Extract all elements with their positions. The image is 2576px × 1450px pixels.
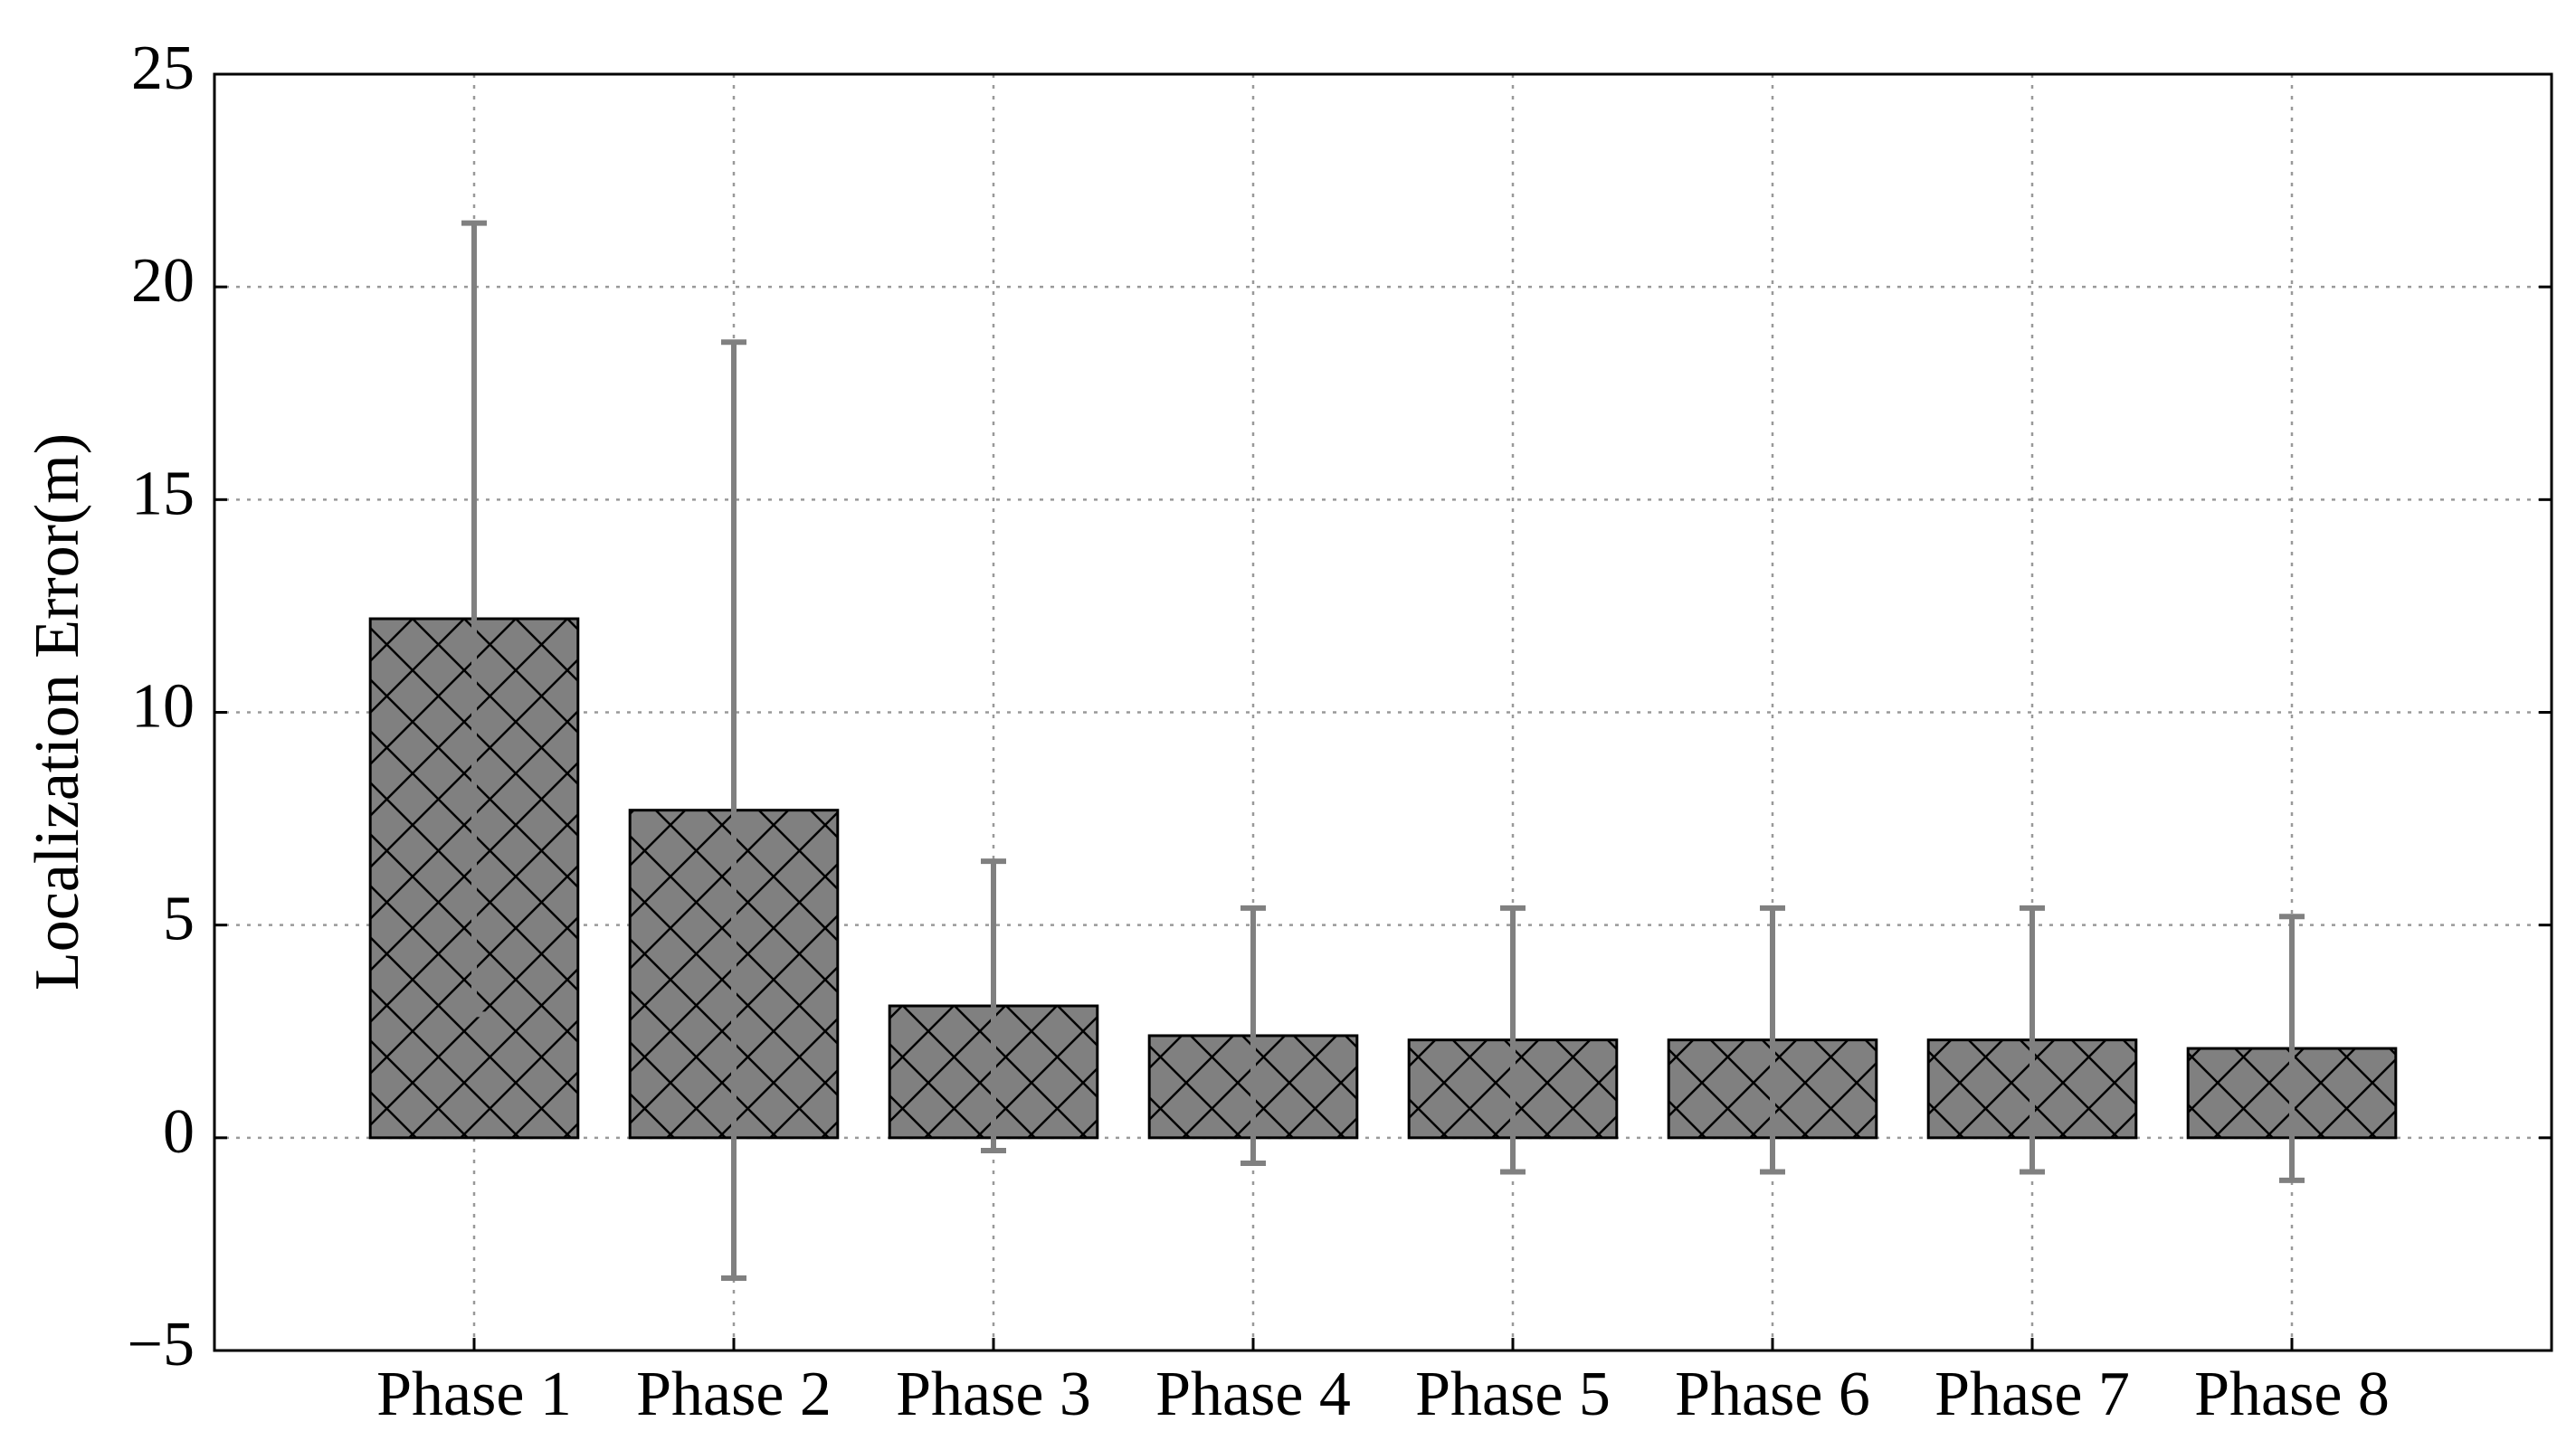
y-tick-label: 10 [131, 672, 195, 742]
x-tick-label: Phase 6 [1675, 1360, 1870, 1429]
y-tick-label: 5 [163, 885, 195, 954]
x-tick-label: Phase 1 [376, 1360, 572, 1429]
y-tick-label: 15 [131, 459, 195, 528]
x-tick-label: Phase 3 [896, 1360, 1091, 1429]
y-tick-label: 25 [131, 33, 195, 103]
y-tick-label: 20 [131, 246, 195, 316]
bars [368, 220, 2398, 1282]
x-tick-label: Phase 7 [1934, 1360, 2130, 1429]
y-axis-label: Localization Error(m) [23, 433, 92, 990]
x-tick-label: Phase 8 [2194, 1360, 2390, 1429]
x-tick-label: Phase 4 [1155, 1360, 1351, 1429]
y-tick-label: 0 [163, 1097, 195, 1167]
y-tick-label: −5 [128, 1310, 195, 1379]
x-tick-label: Phase 5 [1415, 1360, 1611, 1429]
x-tick-label: Phase 2 [636, 1360, 832, 1429]
